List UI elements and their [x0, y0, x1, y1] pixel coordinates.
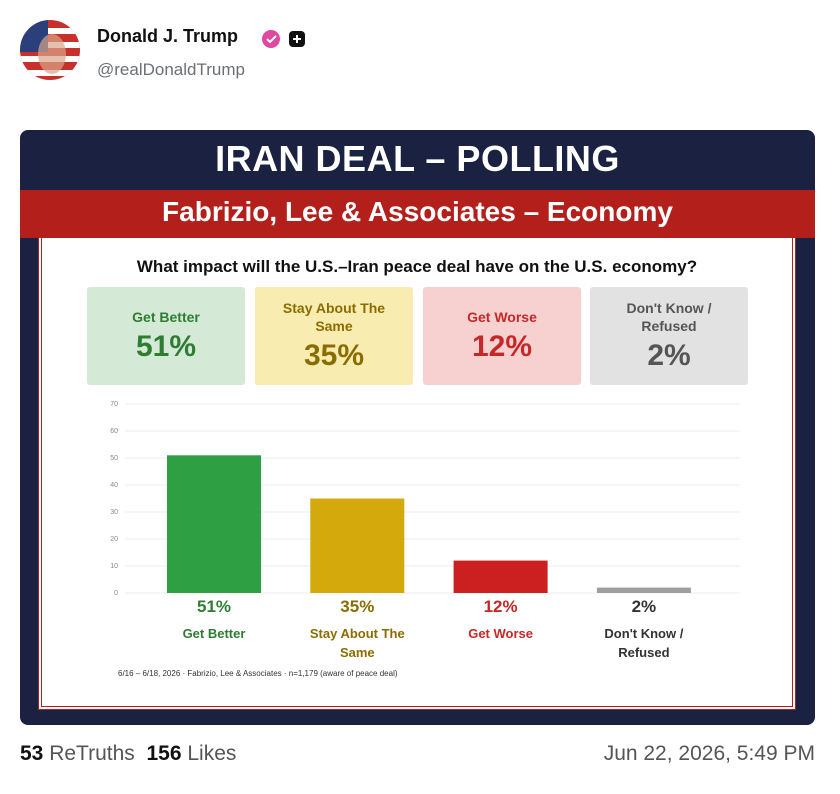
engagement: 53 ReTruths 156 Likes: [20, 742, 236, 766]
y-tick-label: 20: [110, 536, 118, 543]
poll-question: What impact will the U.S.–Iran peace dea…: [136, 257, 698, 276]
bar: [310, 498, 405, 593]
y-tick-label: 70: [110, 401, 118, 408]
summary-value: 35%: [303, 339, 365, 372]
summary-category: Stay About The Same: [282, 300, 386, 334]
summary-box: Get Worse 12%: [423, 287, 581, 385]
y-tick-label: 50: [110, 455, 118, 462]
y-tick-label: 40: [110, 482, 118, 489]
subtitle-band: [20, 190, 815, 238]
bar: [453, 560, 548, 593]
summary-value: 12%: [471, 330, 533, 363]
x-tick-label: Get Better: [182, 626, 246, 641]
retruth-label[interactable]: ReTruths: [49, 742, 135, 765]
value-label: 12%: [483, 597, 518, 616]
author-handle[interactable]: @realDonaldTrump: [97, 60, 245, 79]
summary-category: Don't Know / Refused: [626, 300, 712, 334]
value-label: 2%: [631, 597, 657, 616]
summary-category: Get Worse: [467, 309, 537, 325]
avatar[interactable]: [20, 20, 80, 80]
author-name[interactable]: Donald J. Trump: [97, 26, 239, 46]
badges: [262, 30, 305, 48]
summary-value: 2%: [647, 339, 691, 372]
value-label: 51%: [196, 597, 232, 616]
timestamp[interactable]: Jun 22, 2026, 5:49 PM: [603, 742, 815, 765]
y-tick-label: 10: [110, 563, 118, 570]
bar: [596, 587, 691, 593]
x-tick-label: Don't Know / Refused: [604, 626, 684, 660]
x-tick-label: Stay About The Same: [309, 626, 405, 660]
like-count[interactable]: 156: [146, 742, 182, 765]
summary-box: Don't Know / Refused 2%: [590, 287, 748, 385]
summary-box: Stay About The Same 35%: [255, 287, 413, 385]
y-tick-label: 60: [110, 428, 118, 435]
summary-value: 51%: [135, 330, 197, 363]
summary-box: Get Better 51%: [87, 287, 245, 385]
chart-title: IRAN DEAL – POLLING: [215, 138, 620, 179]
y-tick-label: 0: [114, 590, 118, 597]
retruth-count[interactable]: 53: [20, 742, 44, 765]
x-tick-label: Get Worse: [468, 626, 533, 641]
footnote: 6/16 – 6/18, 2026 · Fabrizio, Lee & Asso…: [118, 669, 398, 678]
bar: [167, 455, 261, 593]
y-tick-label: 30: [110, 509, 118, 516]
summary-category: Get Better: [132, 309, 200, 325]
like-label[interactable]: Likes: [187, 742, 237, 765]
chart-subtitle: Fabrizio, Lee & Associates – Economy: [162, 196, 673, 227]
value-label: 35%: [340, 597, 375, 616]
